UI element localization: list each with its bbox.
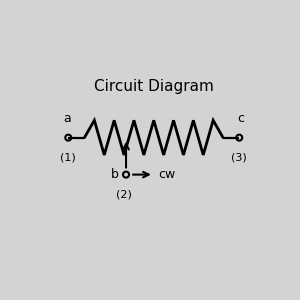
Text: c: c [237, 112, 244, 125]
Text: cw: cw [158, 168, 176, 181]
Text: (1): (1) [60, 153, 76, 163]
Text: a: a [63, 112, 71, 125]
Text: Circuit Diagram: Circuit Diagram [94, 79, 214, 94]
Text: (2): (2) [116, 190, 132, 200]
Text: b: b [111, 168, 119, 181]
Text: (3): (3) [231, 153, 247, 163]
